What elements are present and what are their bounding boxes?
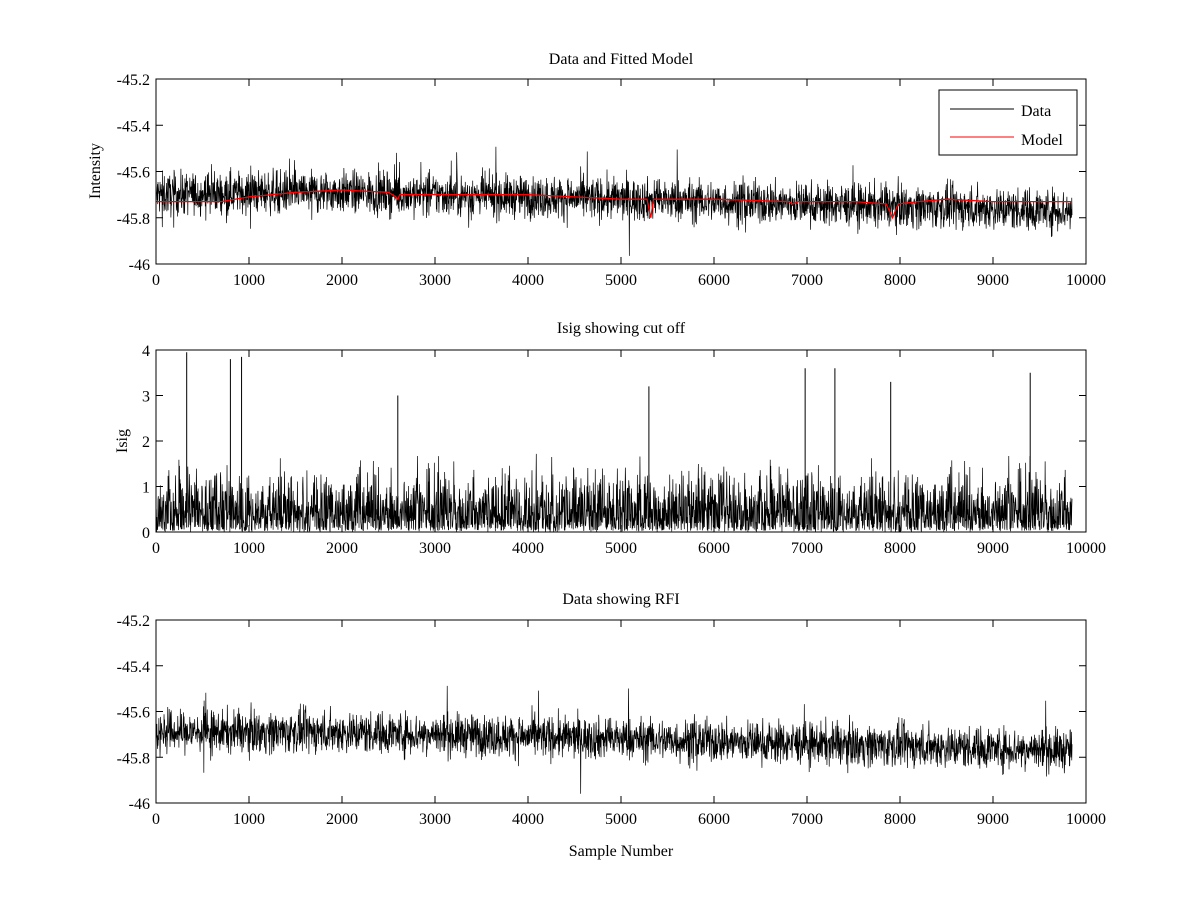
x-tick-label: 4000: [512, 540, 544, 557]
x-tick-label: 9000: [977, 272, 1009, 289]
x-tick-label: 5000: [605, 272, 637, 289]
y-tick-label: -45.4: [117, 118, 150, 135]
axis-ticks: 0 1000 2000 3000 4000 5000 6000 7000 8000 9000 100…: [117, 72, 1106, 289]
y-tick-label: 2: [142, 434, 150, 451]
y-tick-label: -45.2: [117, 72, 150, 89]
x-tick-label: 0: [152, 540, 160, 557]
y-tick-label: -45.6: [117, 705, 150, 722]
panel-title: Data and Fitted Model: [549, 51, 694, 68]
x-tick-label: 10000: [1066, 811, 1106, 828]
series-line-isig: [155, 453, 1073, 533]
series-line-model: [156, 189, 1072, 220]
y-tick-label: -46: [129, 257, 150, 274]
plot-series: [155, 146, 1073, 256]
x-tick-label: 6000: [698, 811, 730, 828]
plot-frame: [155, 78, 1087, 265]
series-line-data: [155, 685, 1073, 794]
x-tick-label: 2000: [326, 272, 358, 289]
x-tick-label: 5000: [605, 811, 637, 828]
plot-series: [155, 352, 1073, 533]
y-tick-label: 0: [142, 525, 150, 542]
x-tick-label: 2000: [326, 811, 358, 828]
x-tick-label: 9000: [977, 811, 1009, 828]
y-tick-label: -45.8: [117, 211, 150, 228]
x-tick-label: 0: [152, 272, 160, 289]
legend-box: [938, 89, 1078, 156]
y-tick-label: 3: [142, 389, 150, 406]
series-line-data: [155, 146, 1073, 256]
x-tick-label: 3000: [419, 540, 451, 557]
x-tick-label: 8000: [884, 272, 916, 289]
x-tick-label: 5000: [605, 540, 637, 557]
legend-label-model: Model: [1021, 132, 1063, 149]
x-tick-label: 10000: [1066, 540, 1106, 557]
x-tick-label: 0: [152, 811, 160, 828]
y-axis-label: Intensity: [87, 143, 104, 199]
plot-series: [155, 685, 1073, 794]
x-tick-label: 7000: [791, 540, 823, 557]
x-tick-label: 6000: [698, 540, 730, 557]
x-tick-label: 8000: [884, 811, 916, 828]
y-tick-label: -45.4: [117, 659, 150, 676]
x-tick-label: 7000: [791, 272, 823, 289]
x-tick-label: 1000: [233, 272, 265, 289]
panel-title: Data showing RFI: [562, 591, 679, 608]
y-tick-label: -45.2: [117, 613, 150, 630]
x-tick-label: 8000: [884, 540, 916, 557]
x-tick-label: 2000: [326, 540, 358, 557]
y-axis-label: Isig: [114, 429, 131, 453]
y-tick-label: 4: [142, 343, 150, 360]
legend-label-data: Data: [1021, 103, 1051, 120]
x-axis-label: Sample Number: [569, 843, 674, 860]
y-tick-label: -45.8: [117, 750, 150, 767]
panel-rfi: Data showing RFI 0 1000 2000 3000 4000 5000 60…: [117, 591, 1106, 860]
x-tick-label: 1000: [233, 540, 265, 557]
plot-frame: [155, 349, 1087, 533]
y-tick-label: 1: [142, 480, 150, 497]
x-tick-label: 9000: [977, 540, 1009, 557]
x-tick-label: 10000: [1066, 272, 1106, 289]
panel-data-and-model: Data and Fitted Model Intensity 0 1000 200…: [87, 51, 1106, 289]
x-tick-label: 3000: [419, 811, 451, 828]
x-tick-label: 1000: [233, 811, 265, 828]
axis-ticks: 0 1000 2000 3000 4000 5000 6000 7000 8000 9000 100…: [117, 613, 1106, 828]
x-tick-label: 6000: [698, 272, 730, 289]
y-tick-label: -45.6: [117, 165, 150, 182]
legend: Data Model: [938, 89, 1078, 156]
y-tick-label: -46: [129, 796, 150, 813]
plot-frame: [155, 619, 1087, 804]
x-tick-label: 4000: [512, 272, 544, 289]
panel-title: Isig showing cut off: [557, 320, 686, 337]
x-tick-label: 7000: [791, 811, 823, 828]
panel-isig: Isig showing cut off Isig 0 1000 2000 3000 4…: [114, 320, 1106, 557]
x-tick-label: 3000: [419, 272, 451, 289]
x-tick-label: 4000: [512, 811, 544, 828]
